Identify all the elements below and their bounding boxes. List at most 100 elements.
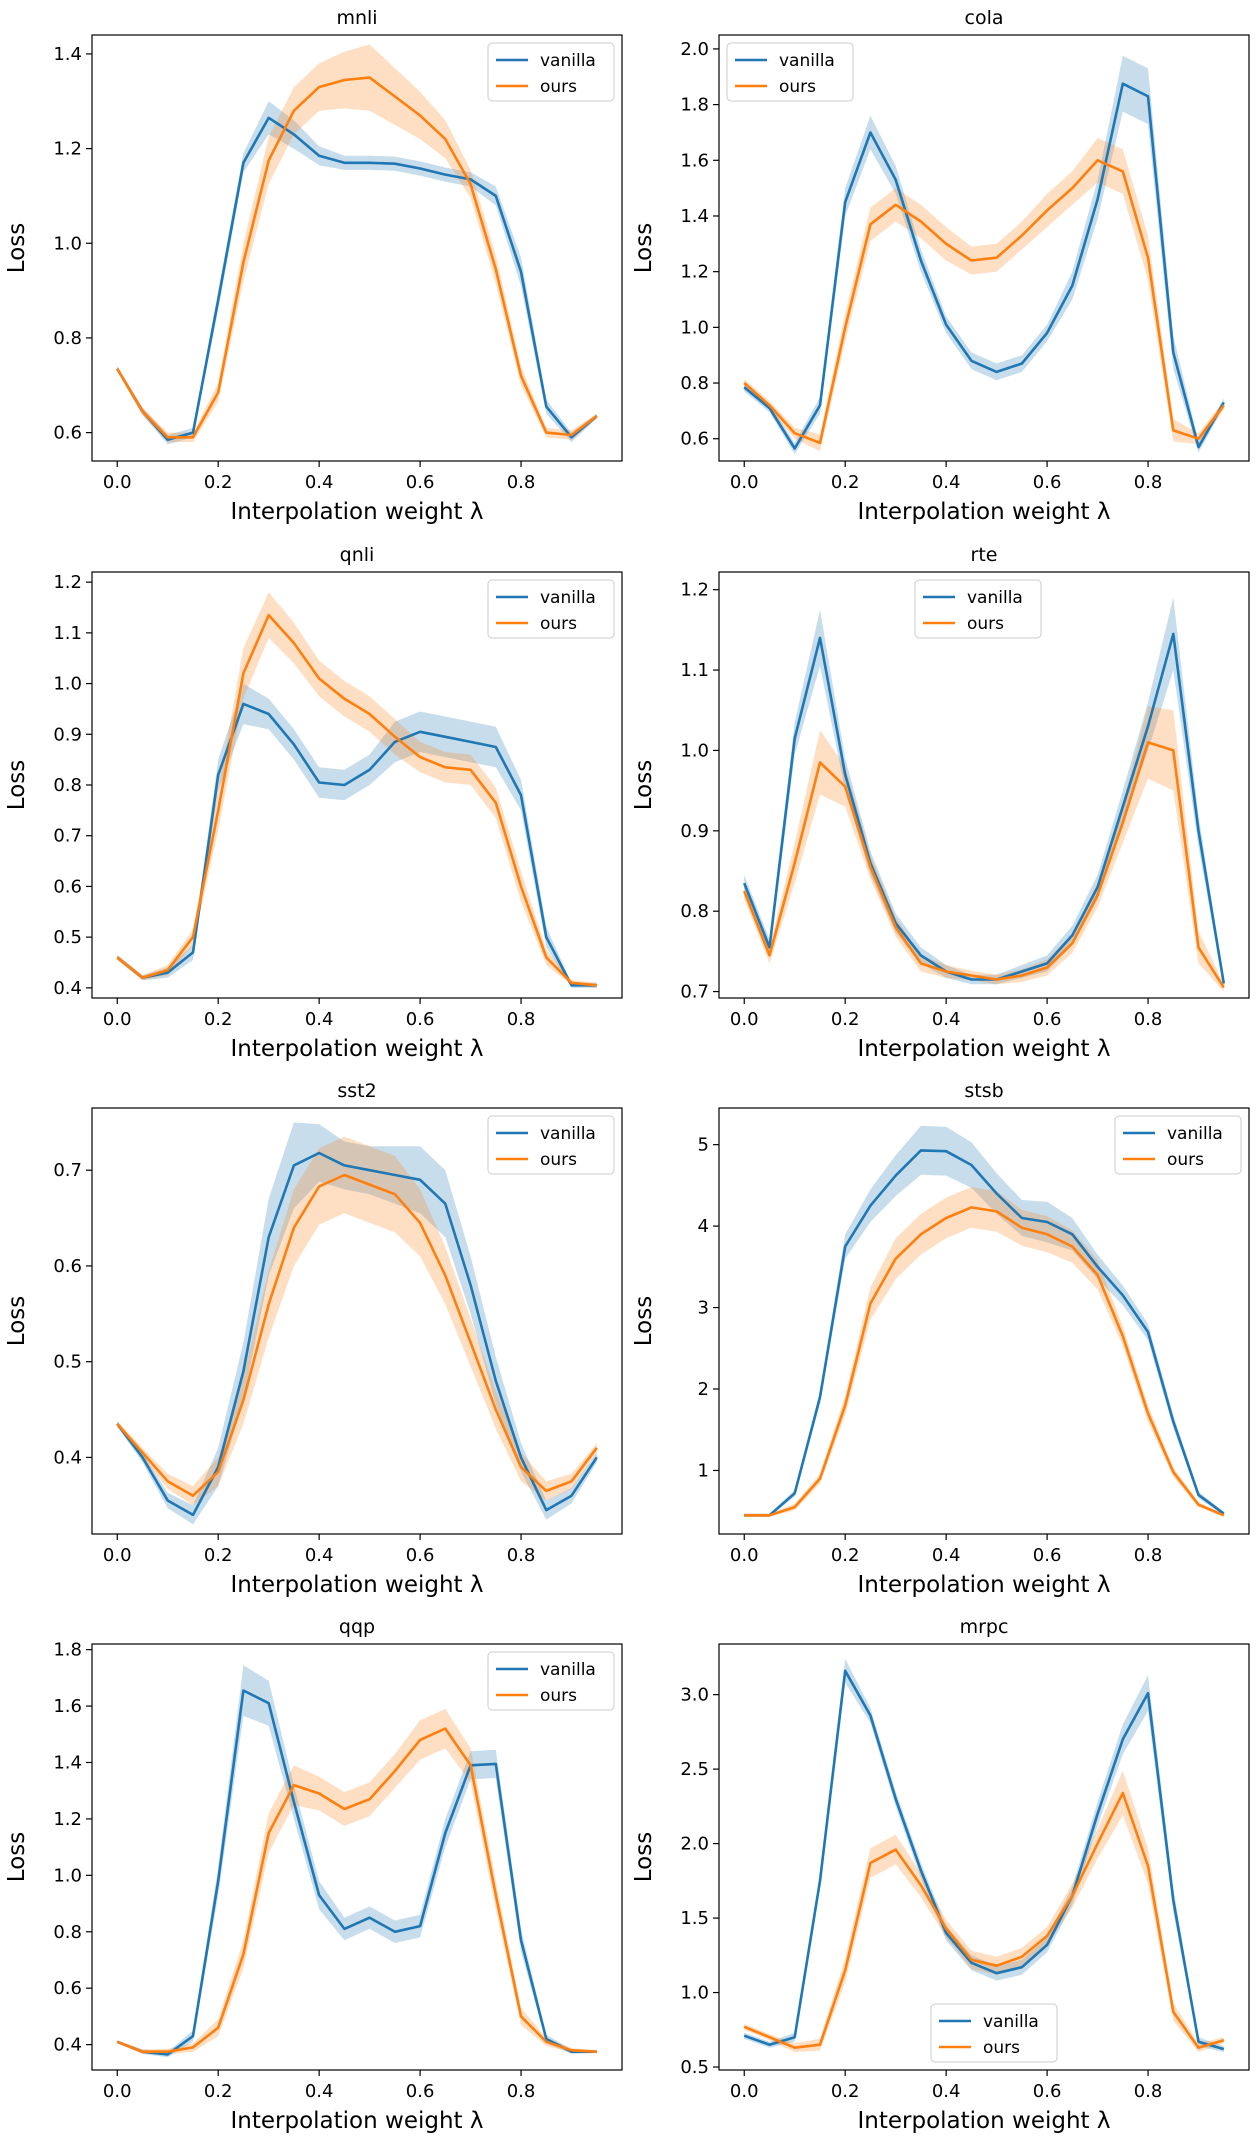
y-tick-label: 1.0 <box>680 740 709 761</box>
legend: vanilla ours <box>487 1651 615 1711</box>
x-axis-label: Interpolation weight λ <box>858 2108 1111 2134</box>
y-tick-label: 1.0 <box>53 674 82 695</box>
y-tick-label: 0.7 <box>53 1160 82 1181</box>
legend-label-vanilla: vanilla <box>540 588 596 608</box>
legend-label-ours: ours <box>1167 1150 1204 1170</box>
legend-label-ours: ours <box>540 77 577 97</box>
y-tick-label: 2 <box>698 1379 709 1400</box>
y-tick-label: 0.8 <box>680 373 709 394</box>
x-tick-label: 0.0 <box>730 2081 759 2102</box>
x-tick-label: 0.0 <box>103 1545 132 1566</box>
x-tick-label: 0.0 <box>730 1009 759 1030</box>
legend-label-ours: ours <box>983 2038 1020 2058</box>
legend-label-ours: ours <box>779 77 816 97</box>
y-tick-label: 1.0 <box>680 317 709 338</box>
legend-label-ours: ours <box>540 1150 577 1170</box>
subplot-stsb: 0.0 0.2 0.4 0.6 0.8 1 2 3 4 5 stsb Interpolation we… <box>631 1080 1250 1598</box>
legend-label-ours: ours <box>540 1686 577 1706</box>
y-axis-label: Loss <box>631 760 657 810</box>
legend-label-vanilla: vanilla <box>540 1660 596 1680</box>
x-tick-label: 0.4 <box>305 1009 334 1030</box>
y-tick-label: 0.7 <box>53 826 82 847</box>
y-tick-label: 0.6 <box>53 1978 82 1999</box>
plot-area <box>744 1125 1225 1517</box>
y-tick-label: 1.0 <box>53 1865 82 1886</box>
x-tick-label: 0.2 <box>831 1545 860 1566</box>
y-tick-label: 1.4 <box>680 206 709 227</box>
subplot-title: mrpc <box>960 1616 1009 1638</box>
plot-area <box>743 55 1225 455</box>
x-tick-label: 0.6 <box>1033 472 1062 493</box>
series-vanilla-line <box>742 632 1226 984</box>
x-tick-label: 0.6 <box>406 2081 435 2102</box>
y-tick-label: 0.8 <box>53 775 82 796</box>
y-tick-label: 1.4 <box>53 1752 82 1773</box>
y-tick-label: 0.8 <box>53 1922 82 1943</box>
subplot-rte: 0.0 0.2 0.4 0.6 0.8 0.7 0.8 0.9 1.0 1.1 1.2 rte Inte… <box>631 544 1250 1062</box>
series-vanilla-line <box>116 116 598 442</box>
series-ours-line <box>116 76 598 439</box>
series-ours-line <box>743 159 1225 445</box>
series-ours-line <box>116 613 597 987</box>
series-ours-line <box>116 1173 598 1497</box>
x-tick-label: 0.8 <box>1134 1545 1163 1566</box>
legend: vanilla ours <box>914 579 1042 639</box>
y-tick-label: 1.1 <box>53 623 82 644</box>
y-tick-label: 0.9 <box>53 724 82 745</box>
plot-area <box>116 44 598 445</box>
y-axis-label: Loss <box>631 1832 657 1882</box>
x-tick-label: 0.8 <box>507 1545 536 1566</box>
x-tick-label: 0.4 <box>305 472 334 493</box>
subplot-cola: 0.0 0.2 0.4 0.6 0.8 0.6 0.8 1.0 1.2 1.4 1.6 1.8 2.0 c… <box>631 7 1250 525</box>
x-axis-label: Interpolation weight λ <box>858 1572 1111 1598</box>
y-tick-label: 1.6 <box>680 150 709 171</box>
series-vanilla-line <box>116 702 597 987</box>
y-tick-label: 1.0 <box>53 233 82 254</box>
axes-frame <box>91 34 623 462</box>
subplot-title: stsb <box>964 1080 1003 1102</box>
series-vanilla-confidence-band <box>117 101 597 445</box>
x-tick-label: 0.0 <box>103 2081 132 2102</box>
axes-frame <box>91 1643 623 2071</box>
y-tick-label: 0.9 <box>680 821 709 842</box>
series-vanilla-line <box>116 1689 597 2056</box>
x-tick-label: 0.0 <box>730 472 759 493</box>
series-ours-line <box>116 1727 597 2053</box>
x-axis-label: Interpolation weight λ <box>231 1036 484 1062</box>
y-tick-label: 1.1 <box>680 660 709 681</box>
legend-label-vanilla: vanilla <box>540 1124 596 1144</box>
x-tick-label: 0.4 <box>932 2081 961 2102</box>
x-axis-label: Interpolation weight λ <box>231 2108 484 2134</box>
y-tick-label: 0.8 <box>53 328 82 349</box>
y-tick-label: 1.0 <box>680 1983 709 2004</box>
y-axis-label: Loss <box>4 760 30 810</box>
subplot-title: rte <box>971 544 998 566</box>
subplot-qqp: 0.0 0.2 0.4 0.6 0.8 0.4 0.6 0.8 1.0 1.2 1.4 1.6 1.8 q… <box>4 1616 623 2134</box>
y-tick-label: 3 <box>698 1298 709 1319</box>
y-tick-label: 1.5 <box>680 1908 709 1929</box>
y-axis-label: Loss <box>4 1832 30 1882</box>
legend-label-ours: ours <box>540 614 577 634</box>
subplot-title: sst2 <box>337 1080 376 1102</box>
y-tick-label: 3.0 <box>680 1685 709 1706</box>
legend: vanilla ours <box>726 42 854 102</box>
subplot-title: cola <box>965 7 1004 29</box>
plot-area <box>742 597 1226 992</box>
y-axis-label: Loss <box>631 223 657 273</box>
legend-label-vanilla: vanilla <box>983 2012 1039 2032</box>
y-tick-label: 1.6 <box>53 1696 82 1717</box>
series-ours-confidence-band <box>744 706 1224 992</box>
y-tick-label: 0.7 <box>680 982 709 1003</box>
y-tick-label: 0.4 <box>53 978 82 999</box>
y-tick-label: 1.2 <box>53 139 82 160</box>
axes-frame <box>718 571 1250 999</box>
y-tick-label: 2.0 <box>680 1834 709 1855</box>
x-tick-label: 0.6 <box>1033 1545 1062 1566</box>
legend: vanilla ours <box>487 42 615 102</box>
y-tick-label: 1 <box>698 1460 709 1481</box>
series-ours-line <box>744 1206 1225 1517</box>
x-tick-label: 0.2 <box>831 1009 860 1030</box>
y-tick-label: 2.5 <box>680 1759 709 1780</box>
y-axis-label: Loss <box>631 1296 657 1346</box>
